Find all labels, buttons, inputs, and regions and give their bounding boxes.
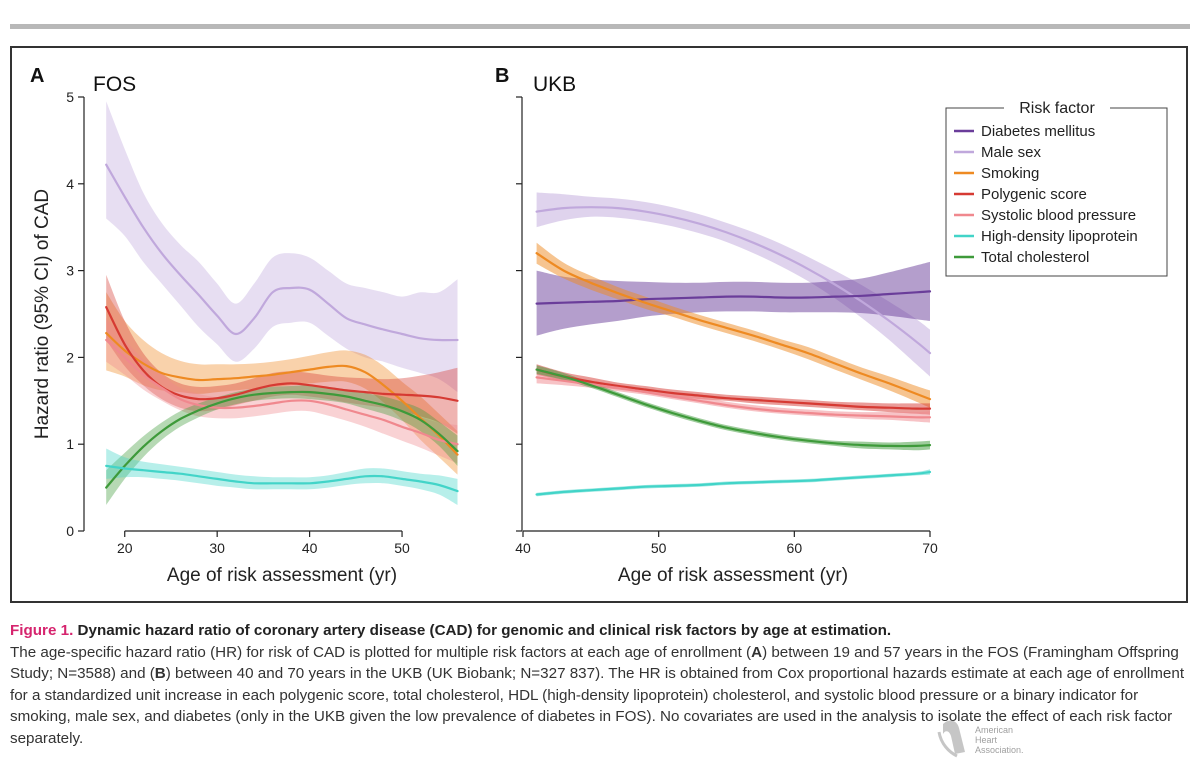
ci-band-total-chol: [106, 385, 458, 505]
y-tick-label: 4: [66, 176, 74, 192]
ci-band-male-sex: [106, 101, 458, 393]
legend-label-sbp: Systolic blood pressure: [981, 207, 1136, 224]
ci-band-diabetes: [536, 261, 930, 336]
ci-band-polygenic: [106, 274, 458, 434]
caption-body-2: ) between 19 and 57 years in the FOS (Fr…: [10, 643, 1179, 683]
panel-b: 40 50 60 70 Age of risk assessment (yr) B UKB: [495, 65, 938, 586]
line-diabetes: [535, 290, 932, 305]
line-sbp: [535, 376, 932, 419]
ci-band-polygenic: [536, 364, 930, 415]
legend-box: [945, 107, 1168, 277]
figure-plot: 0 1 2 3 4 5 20 30 40 50 Age of risk assessment (yr…: [30, 65, 1168, 586]
caption-body-1: The age-specific hazard ratio (HR) for r…: [10, 643, 752, 661]
x-tick-label: 50: [394, 540, 410, 556]
x-tick-label: 70: [922, 540, 938, 556]
top-rule: [10, 24, 1190, 29]
caption-body-3: ) between 40 and 70 years in the UKB (UK…: [10, 665, 1185, 747]
line-total-chol: [105, 390, 459, 489]
caption-label: Figure 1.: [10, 622, 74, 639]
x-tick-label: 50: [651, 540, 667, 556]
ci-band-sbp: [106, 318, 458, 464]
x-tick-label: 20: [117, 540, 133, 556]
y-tick-label: 2: [66, 349, 74, 365]
line-hdl: [535, 470, 932, 496]
line-male-sex: [105, 163, 459, 342]
panel-title: FOS: [93, 73, 136, 96]
line-male-sex: [535, 206, 932, 355]
y-tick-label: 3: [66, 263, 74, 279]
aha-watermark-line3: Association.: [975, 745, 1024, 755]
legend: Risk factor Diabetes mellitus Male sex Smok…: [945, 99, 1168, 277]
panel-title: UKB: [533, 73, 576, 96]
y-tick-label: 0: [66, 523, 74, 539]
y-axis-label: Hazard ratio (95% CI) of CAD: [32, 189, 53, 439]
x-axis-label: Age of risk assessment (yr): [167, 565, 397, 586]
panel-a: 0 1 2 3 4 5 20 30 40 50 Age of risk assessment (yr…: [30, 65, 459, 586]
legend-title: Risk factor: [1019, 100, 1095, 117]
x-tick-label: 40: [515, 540, 531, 556]
legend-label-male-sex: Male sex: [981, 144, 1042, 161]
legend-title-bg: [1004, 99, 1110, 117]
aha-watermark-text: American Heart Association.: [975, 725, 1024, 755]
line-sbp: [105, 338, 459, 446]
line-smoking: [105, 332, 459, 456]
caption-bold-b: B: [154, 665, 166, 683]
aha-watermark-line1: American: [975, 725, 1014, 735]
y-tick-label: 5: [66, 89, 74, 105]
ci-band-smoking: [536, 242, 930, 408]
legend-label-total-chol: Total cholesterol: [981, 249, 1089, 266]
legend-label-polygenic: Polygenic score: [981, 186, 1087, 203]
line-total-chol: [535, 368, 932, 448]
y-tick-label: 1: [66, 436, 74, 452]
line-hdl: [105, 464, 459, 493]
aha-watermark-line2: Heart: [975, 735, 998, 745]
figure-caption: Figure 1. Dynamic hazard ratio of corona…: [10, 620, 1185, 750]
legend-label-smoking: Smoking: [981, 165, 1039, 182]
panel-letter: B: [495, 65, 509, 87]
aha-logo-icon: [935, 716, 1015, 760]
ci-band-hdl: [106, 448, 458, 505]
line-smoking: [535, 252, 932, 401]
x-tick-label: 30: [209, 540, 225, 556]
x-tick-label: 40: [302, 540, 318, 556]
legend-label-hdl: High-density lipoprotein: [981, 228, 1138, 245]
figure-frame: [10, 46, 1188, 603]
line-polygenic: [535, 368, 932, 410]
caption-bold-a: A: [751, 643, 763, 661]
legend-label-diabetes: Diabetes mellitus: [981, 123, 1095, 140]
caption-title: Dynamic hazard ratio of coronary artery …: [77, 622, 892, 639]
panel-letter: A: [30, 65, 44, 87]
x-tick-label: 60: [787, 540, 803, 556]
x-axis-label: Age of risk assessment (yr): [618, 565, 848, 586]
